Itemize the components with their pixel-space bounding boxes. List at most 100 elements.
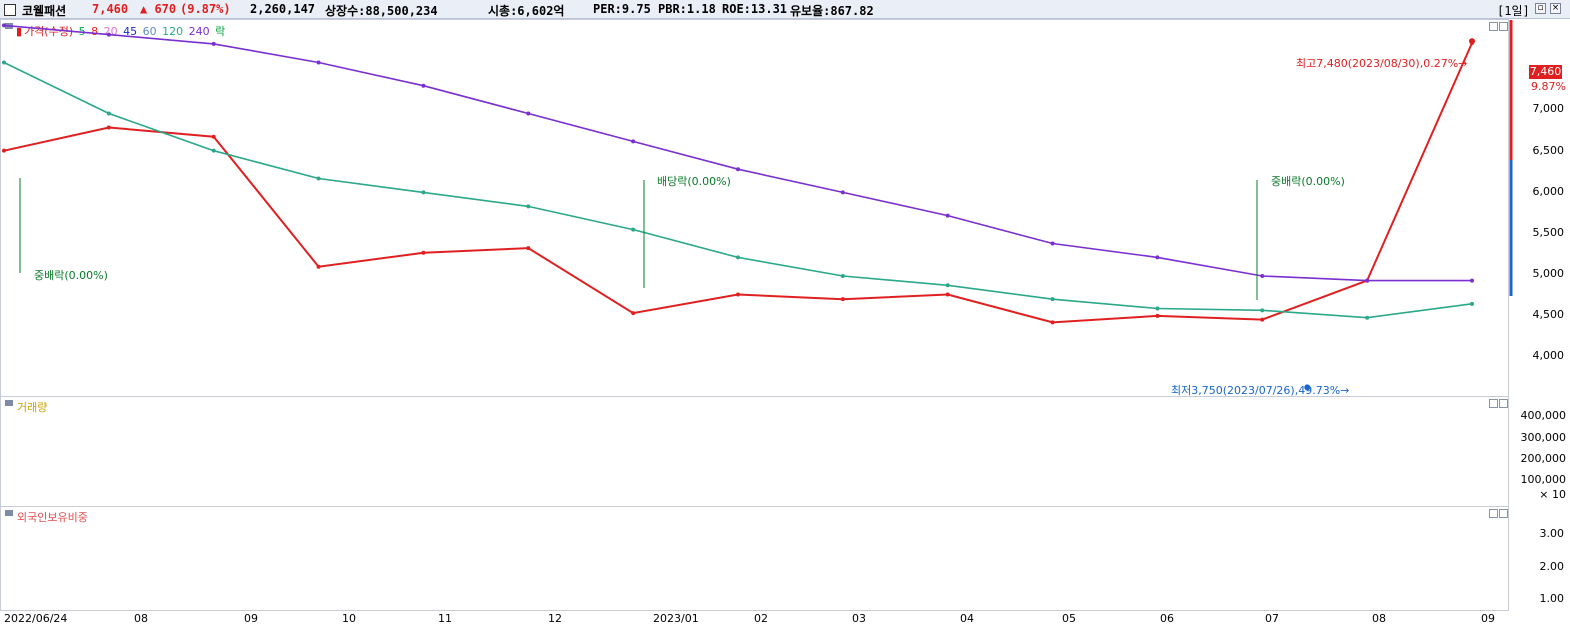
panel-close-icon[interactable]: [1499, 399, 1508, 408]
x-tick: 2022/06/24: [4, 612, 68, 625]
x-tick: 11: [438, 612, 452, 625]
volume-unit: × 10: [1539, 488, 1566, 501]
price-change: ▲ 670: [140, 2, 177, 16]
data-point: [631, 139, 636, 144]
data-point: [945, 283, 950, 288]
high-marker: [1469, 38, 1475, 45]
x-tick: 08: [134, 612, 148, 625]
x-tick: 05: [1062, 612, 1076, 625]
legend-ma240: 240: [188, 25, 210, 38]
dividend-event-3: 중배락(0.00%): [1271, 175, 1345, 188]
data-point: [1365, 315, 1370, 320]
panel-indicator: [5, 400, 13, 406]
x-tick: 09: [244, 612, 258, 625]
data-point: [736, 292, 740, 297]
data-point: [736, 167, 740, 172]
price-tick: 4,500: [1532, 308, 1565, 321]
x-tick: 06: [1160, 612, 1174, 625]
x-tick: 08: [1372, 612, 1386, 625]
data-point: [421, 83, 426, 88]
current-price: 7,460: [92, 2, 129, 16]
data-point: [631, 227, 636, 232]
price-tick: 4,000: [1532, 349, 1565, 362]
panel-close-icon[interactable]: [1499, 509, 1508, 518]
x-tick: 07: [1265, 612, 1279, 625]
volume-tick: 300,000: [1520, 431, 1567, 444]
series-line-가격(수정): [3, 42, 1473, 324]
data-point: [526, 111, 531, 116]
stock-name[interactable]: 코웰패션: [22, 4, 67, 18]
x-tick: 12: [548, 612, 562, 625]
restore-icon[interactable]: ▫: [1535, 3, 1546, 14]
data-point: [106, 125, 111, 130]
data-point: [1260, 273, 1265, 278]
current-pct-tag: 9.87%: [1531, 80, 1566, 93]
price-tick: 6,000: [1532, 185, 1565, 198]
data-point: [1260, 308, 1265, 313]
dividend-event-2: 배당락(0.00%): [657, 175, 731, 188]
data-point: [316, 264, 321, 269]
legend-ma60: 60: [142, 25, 157, 38]
price-tick: 5,500: [1532, 226, 1565, 239]
listed-shares: 상장수:88,500,234: [325, 4, 438, 18]
legend-ma8: 8: [91, 25, 99, 38]
x-tick: 04: [960, 612, 974, 625]
data-point: [1050, 241, 1055, 246]
data-point: [421, 250, 426, 255]
data-point: [945, 213, 950, 218]
data-point: [106, 32, 111, 37]
data-point: [1155, 313, 1160, 318]
series-line-120: [3, 61, 1473, 319]
volume-tick: 200,000: [1520, 452, 1567, 465]
foreign-title: 외국인보유비중: [17, 511, 88, 524]
data-point: [2, 60, 6, 65]
high-annotation: 최고7,480(2023/08/30),0.27%→: [1296, 57, 1468, 70]
volume-tick: 400,000: [1520, 409, 1567, 422]
data-point: [211, 41, 216, 46]
foreign-ownership-panel[interactable]: [0, 506, 1509, 611]
data-point: [316, 176, 321, 181]
foreign-tick: 3.00: [1539, 527, 1565, 540]
price-change-pct: (9.87%): [180, 2, 231, 16]
data-point: [1470, 278, 1474, 283]
price-tick: 6,500: [1532, 144, 1565, 157]
data-point: [2, 23, 6, 28]
period-selector[interactable]: [1일]: [1497, 4, 1530, 18]
dividend-event-1: 중배락(0.00%): [34, 269, 108, 282]
data-point: [526, 246, 531, 251]
panel-close-icon[interactable]: [1499, 22, 1508, 31]
data-point: [840, 297, 845, 302]
data-point: [211, 134, 216, 139]
panel-maximize-icon[interactable]: [1489, 399, 1498, 408]
price-tick: 5,000: [1532, 267, 1565, 280]
data-point: [2, 148, 6, 153]
data-point: [526, 204, 531, 209]
low-annotation: 최저3,750(2023/07/26),49.73%→: [1171, 384, 1350, 397]
float-ratio: 유보율:867.82: [790, 4, 874, 18]
x-tick: 10: [342, 612, 356, 625]
panel-maximize-icon[interactable]: [1489, 22, 1498, 31]
price-tick: 7,000: [1532, 102, 1565, 115]
data-point: [316, 60, 321, 65]
trade-volume: 2,260,147: [250, 2, 316, 16]
x-tick: 09: [1481, 612, 1495, 625]
panel-maximize-icon[interactable]: [1489, 509, 1498, 518]
x-tick: 02: [754, 612, 768, 625]
close-icon[interactable]: ×: [1550, 3, 1561, 14]
select-checkbox[interactable]: [4, 4, 16, 16]
low-marker: [1304, 384, 1311, 391]
volume-title: 거래량: [17, 401, 48, 414]
current-price-tag: 7,460: [1529, 65, 1562, 79]
x-tick: 03: [852, 612, 866, 625]
data-point: [1050, 320, 1055, 325]
data-point: [1155, 306, 1160, 311]
data-point: [840, 273, 845, 278]
roe-value: ROE:13.31: [722, 2, 788, 16]
data-point: [421, 190, 426, 195]
foreign-tick: 2.00: [1539, 560, 1565, 573]
legend-ma120: 120: [162, 25, 184, 38]
data-point: [211, 148, 216, 153]
x-tick: 2023/01: [653, 612, 699, 625]
data-point: [945, 292, 950, 297]
